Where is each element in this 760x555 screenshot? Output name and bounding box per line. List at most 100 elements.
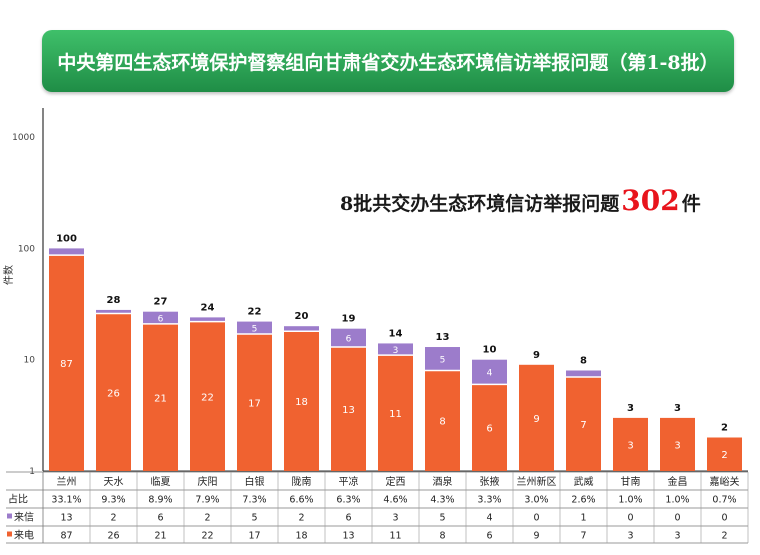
bar-phone [472,384,507,471]
bar-phone [707,437,742,471]
bar-label-phone: 26 [107,388,120,399]
bar-phone [190,321,225,471]
bar-phone [378,355,413,471]
category-label: 临夏 [151,475,171,488]
headline-number: 302 [621,184,680,217]
table-cell: 6.3% [336,495,360,506]
bar-label-phone: 11 [389,409,402,420]
bar-label-phone: 3 [627,440,633,451]
bar-phone [519,364,554,471]
headline-prefix: 8批共交办生态环境信访举报问题 [340,193,620,215]
table-cell: 4.3% [430,495,454,506]
table-cell: 9 [533,531,539,542]
table-cell: 21 [154,531,166,542]
category-label: 庆阳 [198,475,218,488]
table-cell: 0.7% [712,495,736,506]
chart-title: 中央第四生态环境保护督察组向甘肃省交办生态环境信访举报问题（第1-8批） [57,51,719,74]
bar-label-phone: 18 [295,397,308,408]
category-label: 武威 [574,475,594,488]
table-cell: 9.3% [101,495,125,506]
table-cell: 2 [298,513,304,524]
legend-label: 来电 [14,529,34,542]
table-cell: 11 [389,531,401,542]
bar-label-phone: 9 [533,414,539,425]
table-cell: 2 [721,531,727,542]
row-label-share: 占比 [8,493,28,506]
table-cell: 3.0% [524,495,548,506]
table-cell: 17 [248,531,260,542]
bar-total-label: 3 [627,403,634,414]
bar-total-label: 24 [201,302,215,313]
table-cell: 0 [674,513,680,524]
category-label: 天水 [104,476,124,488]
legend-label: 来信 [14,512,34,524]
bar-phone [237,334,272,471]
y-axis-label: 件数 [2,265,15,285]
bar-total-label: 27 [154,297,168,308]
table-cell: 5 [439,513,445,524]
bar-letter [190,317,225,322]
table-cell: 8 [439,531,445,542]
bar-total-label: 13 [436,332,450,343]
bar-total-label: 28 [107,295,121,306]
table-cell: 0 [533,513,539,524]
table-cell: 3.3% [477,495,501,506]
bar-phone [96,313,131,471]
category-label: 白银 [245,475,265,488]
category-label: 金昌 [668,475,688,488]
bar-phone [425,370,460,471]
bar-letter [566,370,601,377]
bar-label-letter: 5 [440,355,446,365]
category-label: 甘南 [621,475,641,488]
table-cell: 3 [392,513,398,524]
table-cell: 2 [204,513,210,524]
table-cell: 3 [627,531,633,542]
table-cell: 5 [251,513,257,524]
table-cell: 7.9% [195,495,219,506]
table-cell: 6.6% [289,495,313,506]
bar-phone [284,331,319,471]
bar-phone [660,417,695,471]
bar-label-phone: 13 [342,405,355,416]
table-cell: 6 [157,513,163,524]
table-cell: 4 [486,513,492,524]
bar-total-label: 19 [342,314,356,325]
bar-total-label: 100 [56,233,77,244]
bar-label-phone: 21 [154,393,167,404]
table-cell: 1 [580,513,586,524]
table-cell: 4.6% [383,495,407,506]
category-label: 陇南 [292,475,312,488]
table-cell: 87 [60,531,72,542]
table-cell: 1.0% [665,495,689,506]
category-label: 张掖 [480,475,500,488]
table-cell: 2.6% [571,495,595,506]
bar-total-label: 9 [533,350,540,361]
table-cell: 6 [486,531,492,542]
bar-label-phone: 8 [439,417,445,428]
table-cell: 0 [721,513,727,524]
category-label: 嘉峪关 [710,475,740,488]
headline-suffix: 件 [681,193,701,215]
bar-phone [566,376,601,471]
bar-label-phone: 7 [580,420,586,431]
category-label: 平凉 [339,475,359,488]
legend-swatch [7,531,12,537]
category-label: 酒泉 [433,475,453,488]
table-cell: 33.1% [51,495,81,506]
bar-label-phone: 17 [248,399,261,410]
bar-label-letter: 5 [252,324,258,334]
table-cell: 7.3% [242,495,266,506]
bar-letter [472,359,507,385]
bar-letter [96,309,131,314]
category-label: 兰州新区 [517,475,557,488]
total-headline: 8批共交办生态环境信访举报问题302 件 [340,184,701,217]
bar-label-phone: 22 [201,392,214,403]
table-cell: 22 [201,531,213,542]
table-cell: 0 [627,513,633,524]
bar-phone [613,417,648,471]
y-tick-label: 100 [18,244,35,254]
table-cell: 3 [674,531,680,542]
bar-letter [284,326,319,332]
bar-label-phone: 87 [60,359,73,370]
